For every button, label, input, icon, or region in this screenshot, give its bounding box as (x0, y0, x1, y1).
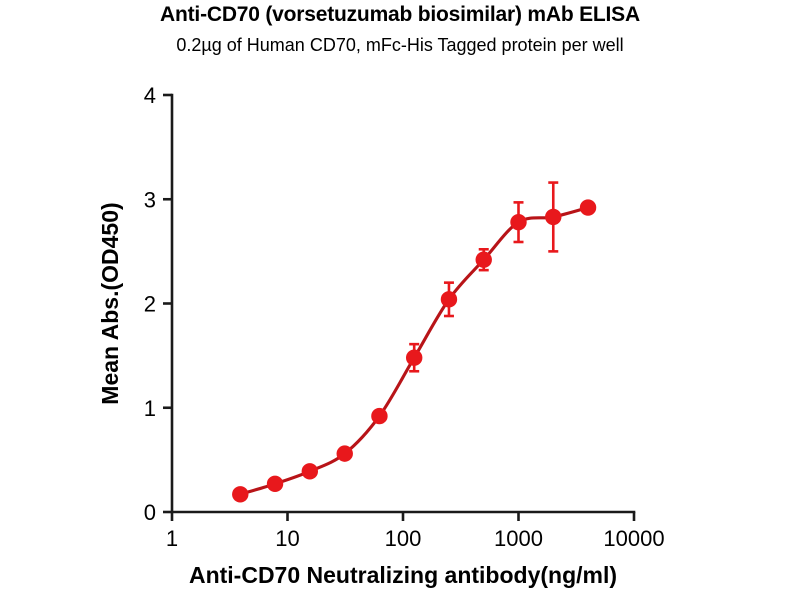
y-axis-label: Mean Abs.(OD450) (97, 202, 123, 404)
x-tick-label: 10 (275, 526, 299, 551)
y-axis-ticks: 0 1 2 3 4 (144, 83, 172, 525)
data-point (475, 251, 492, 268)
page-title: Anti-CD70 (vorsetuzumab biosimilar) mAb … (160, 3, 640, 26)
chart-subtitle: 0.2µg of Human CD70, mFc-His Tagged prot… (176, 35, 624, 55)
y-tick-label: 2 (144, 292, 156, 317)
x-tick-label: 1000 (494, 526, 543, 551)
data-point (232, 486, 249, 503)
x-tick-label: 10000 (603, 526, 664, 551)
data-point (336, 445, 353, 462)
x-axis-ticks: 1 10 100 1000 10000 (166, 512, 665, 551)
x-tick-label: 1 (166, 526, 178, 551)
axis-spines (170, 93, 636, 514)
x-axis-label: Anti-CD70 Neutralizing antibody(ng/ml) (189, 562, 617, 588)
data-point (440, 291, 458, 308)
y-tick-label: 1 (144, 396, 156, 421)
data-point (545, 208, 562, 226)
x-tick-label: 100 (385, 526, 422, 551)
data-point (371, 407, 388, 425)
data-point (579, 199, 597, 216)
axes-group (170, 93, 636, 514)
data-point (266, 475, 284, 493)
data-point (405, 349, 423, 366)
y-tick-label: 0 (144, 500, 156, 525)
y-tick-label: 4 (144, 83, 156, 108)
data-point (301, 463, 319, 480)
error-bars-group (409, 181, 559, 373)
data-points-group (232, 199, 597, 503)
y-tick-label: 3 (144, 187, 156, 212)
title-block: Anti-CD70 (vorsetuzumab biosimilar) mAb … (0, 0, 800, 57)
data-point (510, 213, 527, 231)
